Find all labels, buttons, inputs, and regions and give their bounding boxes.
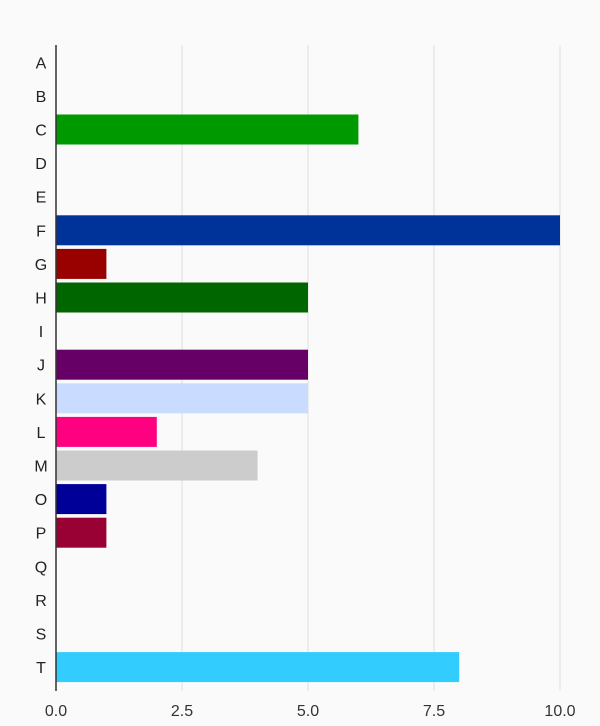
bar-j[interactable]	[56, 349, 308, 380]
x-tick-label: 0.0	[45, 703, 67, 720]
bar-c[interactable]	[56, 114, 359, 145]
category-label-g: G	[35, 257, 47, 274]
category-label-j: J	[37, 358, 45, 375]
category-label-l: L	[37, 425, 46, 442]
bar-p[interactable]	[56, 517, 107, 548]
category-label-h: H	[35, 291, 47, 308]
x-tick-label: 5.0	[297, 703, 319, 720]
category-label-p: P	[36, 526, 47, 543]
bar-h[interactable]	[56, 282, 308, 313]
category-label-f: F	[36, 223, 46, 240]
category-label-c: C	[35, 123, 47, 140]
category-label-b: B	[36, 89, 47, 106]
category-label-i: I	[39, 324, 43, 341]
x-tick-label: 10.0	[544, 703, 575, 720]
bar-t[interactable]	[56, 652, 460, 683]
x-tick-label: 2.5	[171, 703, 193, 720]
category-label-s: S	[36, 627, 47, 644]
bar-l[interactable]	[56, 416, 157, 447]
category-label-t: T	[36, 660, 46, 677]
bar-g[interactable]	[56, 248, 107, 279]
bar-f[interactable]	[56, 215, 560, 246]
bars	[56, 114, 560, 683]
bar-m[interactable]	[56, 450, 258, 481]
category-label-m: M	[34, 459, 47, 476]
x-tick-labels: 0.0 2.5 5.0 7.5 10.0	[45, 703, 576, 720]
category-label-a: A	[36, 55, 47, 72]
category-label-k: K	[36, 391, 47, 408]
category-label-q: Q	[35, 559, 47, 576]
bar-k[interactable]	[56, 383, 308, 414]
category-label-e: E	[36, 190, 47, 207]
x-tick-label: 7.5	[423, 703, 445, 720]
category-label-d: D	[35, 156, 47, 173]
category-label-o: O	[35, 492, 47, 509]
bar-o[interactable]	[56, 484, 107, 515]
category-label-r: R	[35, 593, 47, 610]
